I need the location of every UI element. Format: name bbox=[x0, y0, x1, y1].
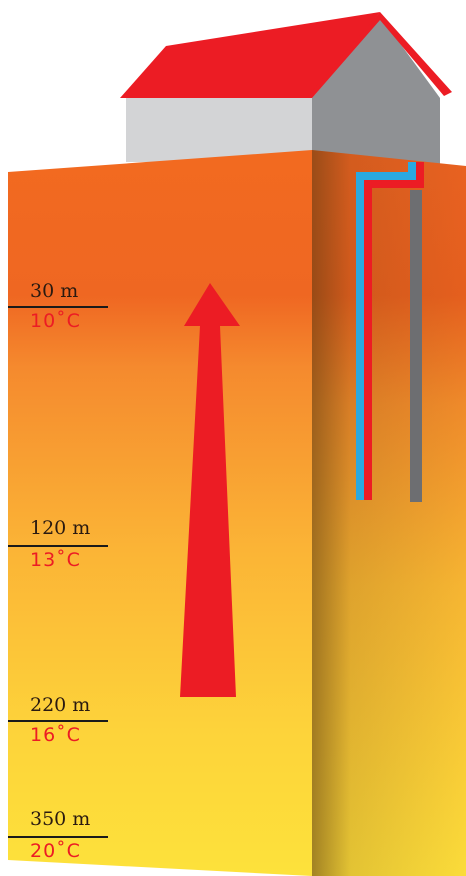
return-pipe bbox=[410, 190, 422, 502]
heat-arrow bbox=[180, 283, 240, 697]
house-wall-front bbox=[126, 98, 312, 162]
temperature-label: 16˚C bbox=[30, 724, 81, 746]
house-wall-side bbox=[312, 16, 440, 164]
depth-label: 220 m bbox=[30, 694, 91, 716]
depth-rule bbox=[8, 545, 108, 547]
house-roof bbox=[120, 12, 380, 98]
ground-block bbox=[8, 150, 466, 876]
ground-side-shade bbox=[312, 150, 466, 876]
temperature-label: 20˚C bbox=[30, 840, 81, 862]
hot-pipe bbox=[364, 162, 424, 500]
cold-pipe bbox=[356, 162, 416, 500]
temperature-label: 10˚C bbox=[30, 310, 81, 332]
depth-label: 350 m bbox=[30, 808, 91, 830]
depth-rule bbox=[8, 836, 108, 838]
depth-label: 120 m bbox=[30, 517, 91, 539]
house bbox=[120, 12, 452, 164]
temperature-label: 13˚C bbox=[30, 549, 81, 571]
depth-rule bbox=[8, 720, 108, 722]
ground-front-face bbox=[8, 150, 312, 876]
borehole-pipes bbox=[356, 162, 424, 502]
depth-label: 30 m bbox=[30, 280, 79, 302]
depth-rule bbox=[8, 306, 108, 308]
